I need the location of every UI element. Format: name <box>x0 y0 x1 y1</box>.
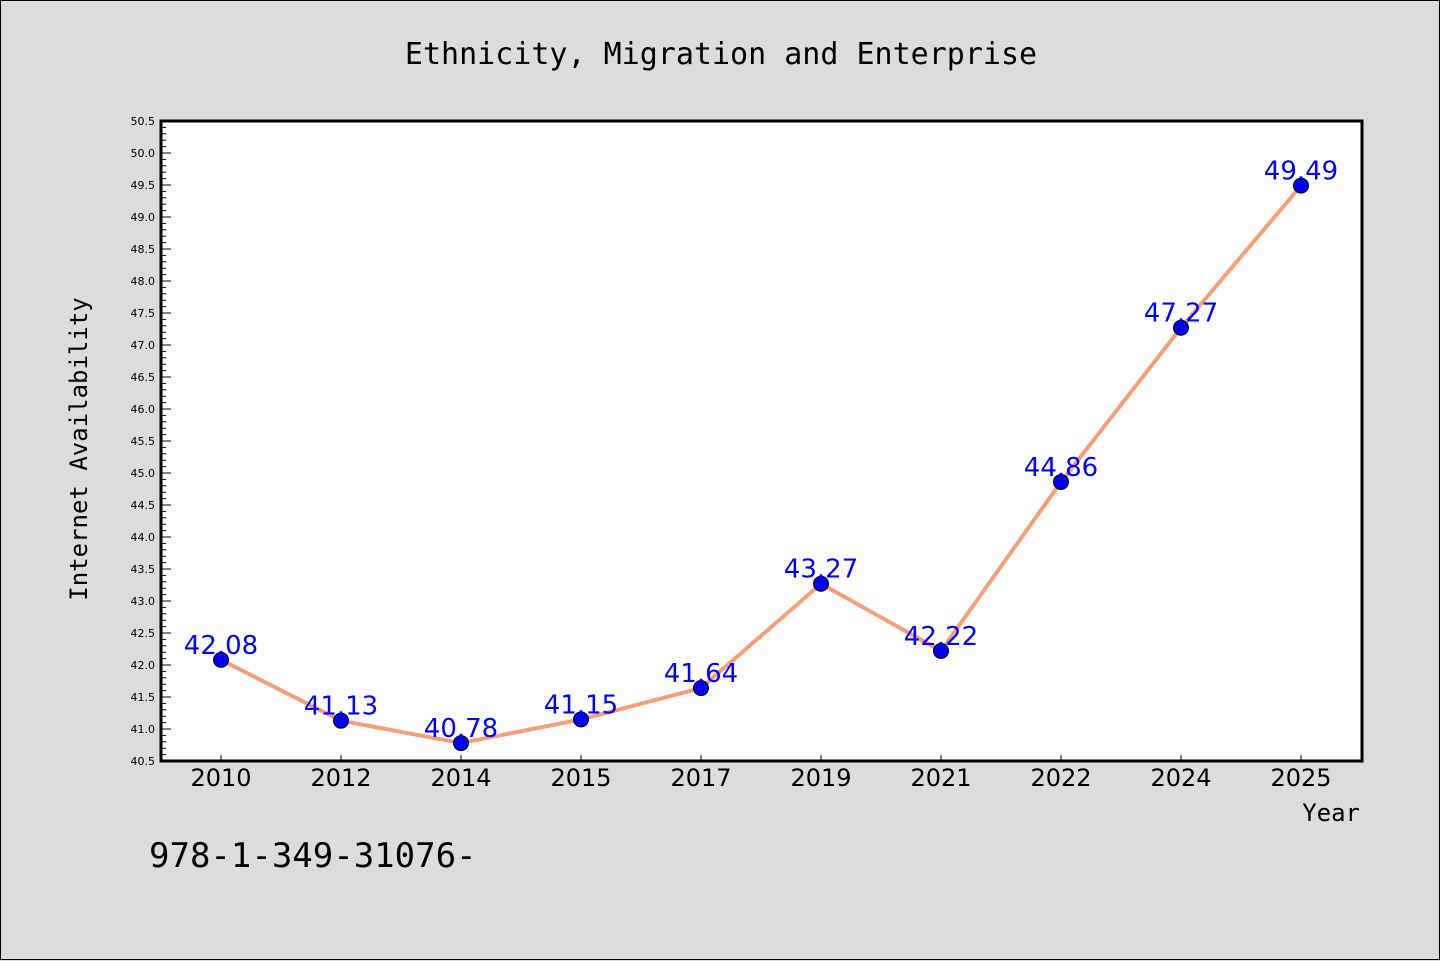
x-tick-label: 2019 <box>790 764 851 792</box>
y-tick-label: 46.5 <box>131 371 156 384</box>
y-tick-label: 41.5 <box>131 691 156 704</box>
x-tick-label: 2022 <box>1030 764 1091 792</box>
y-tick-label: 49.5 <box>131 179 156 192</box>
x-tick-label: 2015 <box>550 764 611 792</box>
data-point <box>1053 473 1069 490</box>
y-tick-label: 45.5 <box>131 435 156 448</box>
data-label: 47.27 <box>1144 299 1218 329</box>
chart-title: Ethnicity, Migration and Enterprise <box>405 37 1037 72</box>
data-label: 49.49 <box>1264 157 1338 187</box>
data-label: 44.86 <box>1024 453 1098 483</box>
y-tick-label: 42.5 <box>131 627 156 640</box>
y-tick-label: 45.0 <box>131 467 156 480</box>
x-axis-label: Year <box>1302 799 1360 827</box>
x-tick-label: 2012 <box>310 764 371 792</box>
x-axis: 2010 2012 2014 2015 2017 2019 2021 2022 2024 2025 <box>190 755 1332 792</box>
series-line-group <box>213 177 1309 752</box>
y-axis-label: Internet Availability <box>65 297 93 600</box>
plot-area <box>159 119 1364 763</box>
footer-isbn-text: 978-1-349-31076- <box>149 836 477 876</box>
y-tick-label: 47.0 <box>131 339 156 352</box>
data-point <box>453 735 469 752</box>
y-tick-label: 47.5 <box>131 307 156 320</box>
y-tick-label: 43.5 <box>131 563 156 576</box>
y-axis: 40.5 41.0 41.5 42.0 42.5 43.0 43.5 44.0 44.5 45.0… <box>131 115 171 768</box>
data-point <box>813 575 829 592</box>
data-point <box>1293 177 1309 194</box>
y-tick-label: 46.0 <box>131 403 156 416</box>
data-label: 41.15 <box>544 690 618 720</box>
y-tick-label: 44.5 <box>131 499 156 512</box>
y-tick-label: 49.0 <box>131 211 156 224</box>
x-tick-label: 2017 <box>670 764 731 792</box>
y-tick-label: 41.0 <box>131 723 156 736</box>
data-point <box>573 711 589 728</box>
y-tick-label: 50.5 <box>131 115 156 128</box>
data-label: 40.78 <box>424 714 498 744</box>
data-point <box>213 651 229 668</box>
data-label: 42.22 <box>904 622 978 652</box>
y-tick-label: 50.0 <box>131 147 156 160</box>
x-tick-label: 2021 <box>910 764 971 792</box>
data-label: 42.08 <box>184 631 258 661</box>
y-tick-label: 40.5 <box>131 755 156 768</box>
data-label: 43.27 <box>784 555 858 585</box>
x-tick-label: 2025 <box>1270 764 1331 792</box>
y-tick-label: 48.0 <box>131 275 156 288</box>
data-label: 41.64 <box>664 659 738 689</box>
data-label: 41.13 <box>304 692 378 722</box>
data-labels: 42.08 41.13 40.78 41.15 41.64 43.27 42.22 44.86… <box>184 157 1338 744</box>
y-tick-label: 48.5 <box>131 243 156 256</box>
data-point <box>333 712 349 729</box>
series-line <box>220 184 1303 746</box>
y-tick-label: 44.0 <box>131 531 156 544</box>
x-tick-label: 2010 <box>190 764 251 792</box>
data-point <box>933 642 949 659</box>
x-tick-label: 2014 <box>430 764 491 792</box>
data-point <box>1173 319 1189 336</box>
x-tick-label: 2024 <box>1150 764 1211 792</box>
y-tick-label: 43.0 <box>131 595 156 608</box>
data-point <box>693 680 709 697</box>
y-tick-label: 42.0 <box>131 659 156 672</box>
